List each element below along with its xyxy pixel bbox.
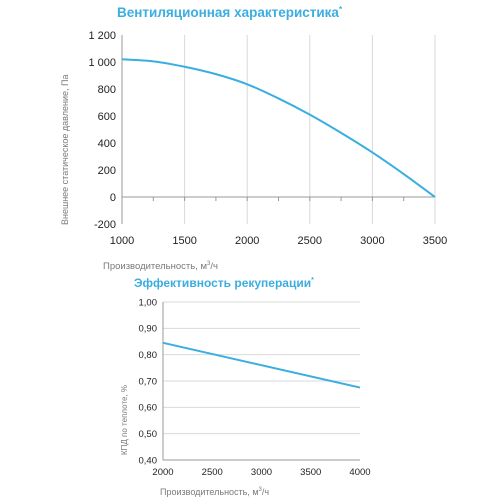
x-tick-label: 2500: [298, 235, 322, 247]
fan-curve-axes: [121, 35, 435, 224]
x-tick-label: 3000: [251, 467, 272, 478]
y-tick-label: 800: [98, 84, 116, 96]
recuperation-chart: Эффективность рекуперации* 0,400,500,600…: [120, 276, 371, 497]
fan-curve-title: Вентиляционная характеристика*: [117, 5, 343, 20]
x-tick-label: 3000: [360, 235, 384, 247]
y-tick-label: 1,00: [139, 297, 158, 308]
x-tick-label: 2000: [152, 467, 173, 478]
x-tick-label: 2000: [235, 235, 259, 247]
y-tick-label: 0,50: [139, 429, 158, 440]
recuperation-y-ticks: 0,40 0,50 0,60 0,70 0,80 0,90 1,00: [139, 297, 158, 466]
fan-curve-gridlines: [184, 35, 436, 224]
y-tick-label: 0,40: [139, 455, 158, 466]
fan-curve-series-line: [121, 58, 436, 198]
fan-curve-x-axis-label: Производительность, м3/ч: [103, 261, 218, 272]
y-tick-label: -200: [94, 219, 116, 231]
recuperation-axes: [162, 302, 360, 461]
y-tick-label: 0,90: [139, 324, 158, 335]
y-tick-label: 600: [98, 111, 116, 123]
x-tick-label: 1500: [172, 235, 196, 247]
x-tick-label: 1000: [110, 235, 134, 247]
recuperation-y-axis-label: КПД по теплоте, %: [120, 385, 129, 455]
x-tick-label: 3500: [300, 467, 321, 478]
y-tick-label: 200: [98, 165, 116, 177]
y-tick-label: 0,80: [139, 350, 158, 361]
y-tick-label: 0: [110, 192, 116, 204]
recuperation-gridlines: [163, 301, 360, 435]
recuperation-x-ticks: 2000 2500 3000 3500 4000: [152, 467, 370, 478]
y-tick-label: 1 000: [88, 57, 116, 69]
fan-curve-x-ticks: 1000 1500 2000 2500 3000 3500: [110, 235, 447, 247]
y-tick-label: 1 200: [88, 30, 116, 42]
recuperation-x-axis-label: Производительность, м3/ч: [160, 487, 269, 497]
y-tick-label: 400: [98, 138, 116, 150]
fan-curve-chart: Вентиляционная характеристика* -200 0 200 4…: [60, 5, 447, 272]
x-tick-label: 4000: [349, 467, 370, 478]
x-tick-label: 3500: [423, 235, 447, 247]
fan-curve-y-axis-label: Внешнее статическое давление, Па: [60, 75, 70, 225]
x-tick-label: 2500: [202, 467, 223, 478]
y-tick-label: 0,60: [139, 403, 158, 414]
fan-curve-y-ticks: -200 0 200 400 600 800 1 000 1 200: [88, 30, 116, 231]
recuperation-series-line: [162, 341, 361, 389]
recuperation-title: Эффективность рекуперации*: [134, 276, 314, 290]
y-tick-label: 0,70: [139, 376, 158, 387]
